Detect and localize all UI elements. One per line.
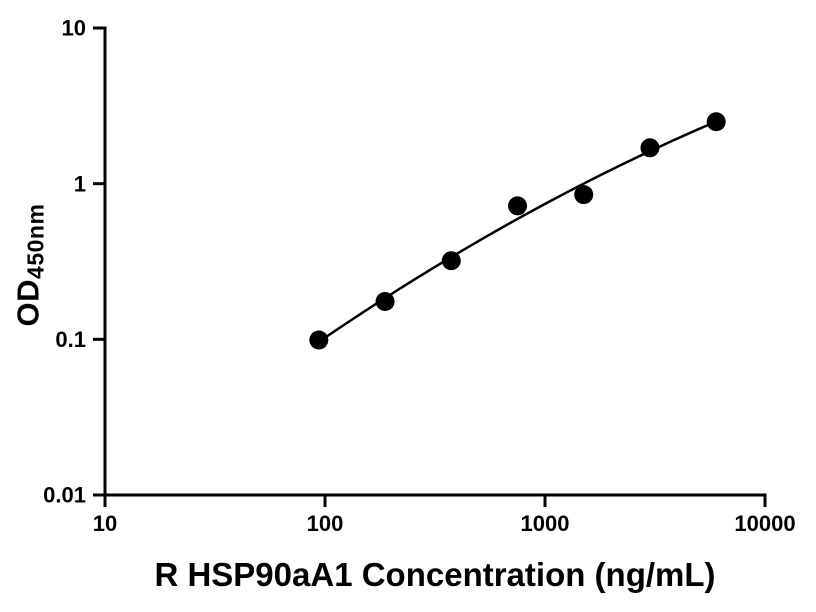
y-tick-label: 1 (74, 171, 86, 196)
x-tick-label: 100 (307, 511, 344, 536)
y-tick-label: 0.1 (55, 327, 86, 352)
data-point (508, 196, 528, 216)
data-point (640, 138, 660, 158)
y-tick-label: 10 (62, 16, 86, 41)
x-axis-label: R HSP90aA1 Concentration (ng/mL) (154, 556, 716, 593)
y-axis-label-subscript: 450nm (22, 203, 49, 279)
data-point (441, 251, 461, 271)
x-tick-label: 10 (93, 511, 117, 536)
x-tick-label: 10000 (734, 511, 795, 536)
data-point (309, 330, 329, 350)
data-point (706, 112, 726, 132)
data-point (574, 185, 594, 205)
y-tick-label: 0.01 (43, 483, 86, 508)
y-axis-label: OD450nm (11, 204, 50, 327)
x-tick-label: 1000 (521, 511, 570, 536)
axis-lines (103, 26, 767, 497)
data-point (375, 292, 395, 311)
y-axis-label-main: OD (10, 278, 46, 327)
